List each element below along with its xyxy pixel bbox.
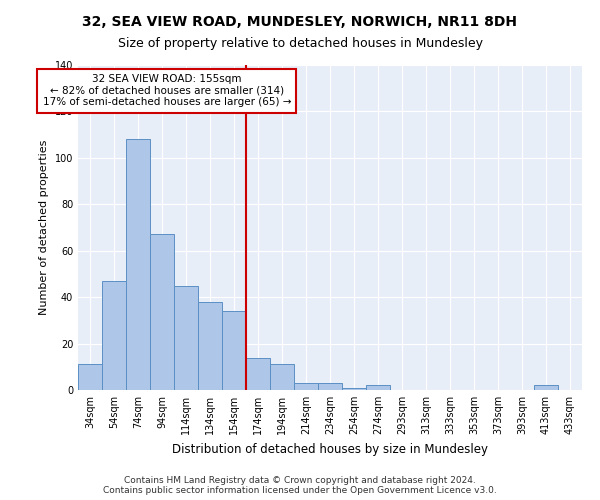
Bar: [342, 388, 366, 390]
Bar: [150, 234, 174, 390]
Bar: [198, 302, 222, 390]
Bar: [126, 140, 150, 390]
Bar: [102, 281, 126, 390]
Bar: [246, 358, 270, 390]
Bar: [174, 286, 198, 390]
Text: Size of property relative to detached houses in Mundesley: Size of property relative to detached ho…: [118, 38, 482, 51]
Text: Contains HM Land Registry data © Crown copyright and database right 2024.
Contai: Contains HM Land Registry data © Crown c…: [103, 476, 497, 495]
Bar: [294, 383, 318, 390]
Text: 32 SEA VIEW ROAD: 155sqm
← 82% of detached houses are smaller (314)
17% of semi-: 32 SEA VIEW ROAD: 155sqm ← 82% of detach…: [43, 74, 291, 108]
X-axis label: Distribution of detached houses by size in Mundesley: Distribution of detached houses by size …: [172, 442, 488, 456]
Bar: [270, 364, 294, 390]
Bar: [318, 383, 342, 390]
Bar: [534, 386, 558, 390]
Bar: [222, 311, 246, 390]
Y-axis label: Number of detached properties: Number of detached properties: [39, 140, 49, 315]
Bar: [366, 386, 390, 390]
Bar: [78, 364, 102, 390]
Text: 32, SEA VIEW ROAD, MUNDESLEY, NORWICH, NR11 8DH: 32, SEA VIEW ROAD, MUNDESLEY, NORWICH, N…: [83, 15, 517, 29]
